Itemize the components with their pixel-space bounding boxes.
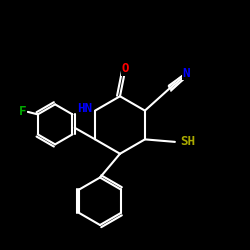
Text: F: F [19,106,26,118]
Text: SH: SH [180,136,195,148]
Text: O: O [121,62,129,75]
Text: HN: HN [78,102,92,114]
Text: N: N [182,66,190,80]
